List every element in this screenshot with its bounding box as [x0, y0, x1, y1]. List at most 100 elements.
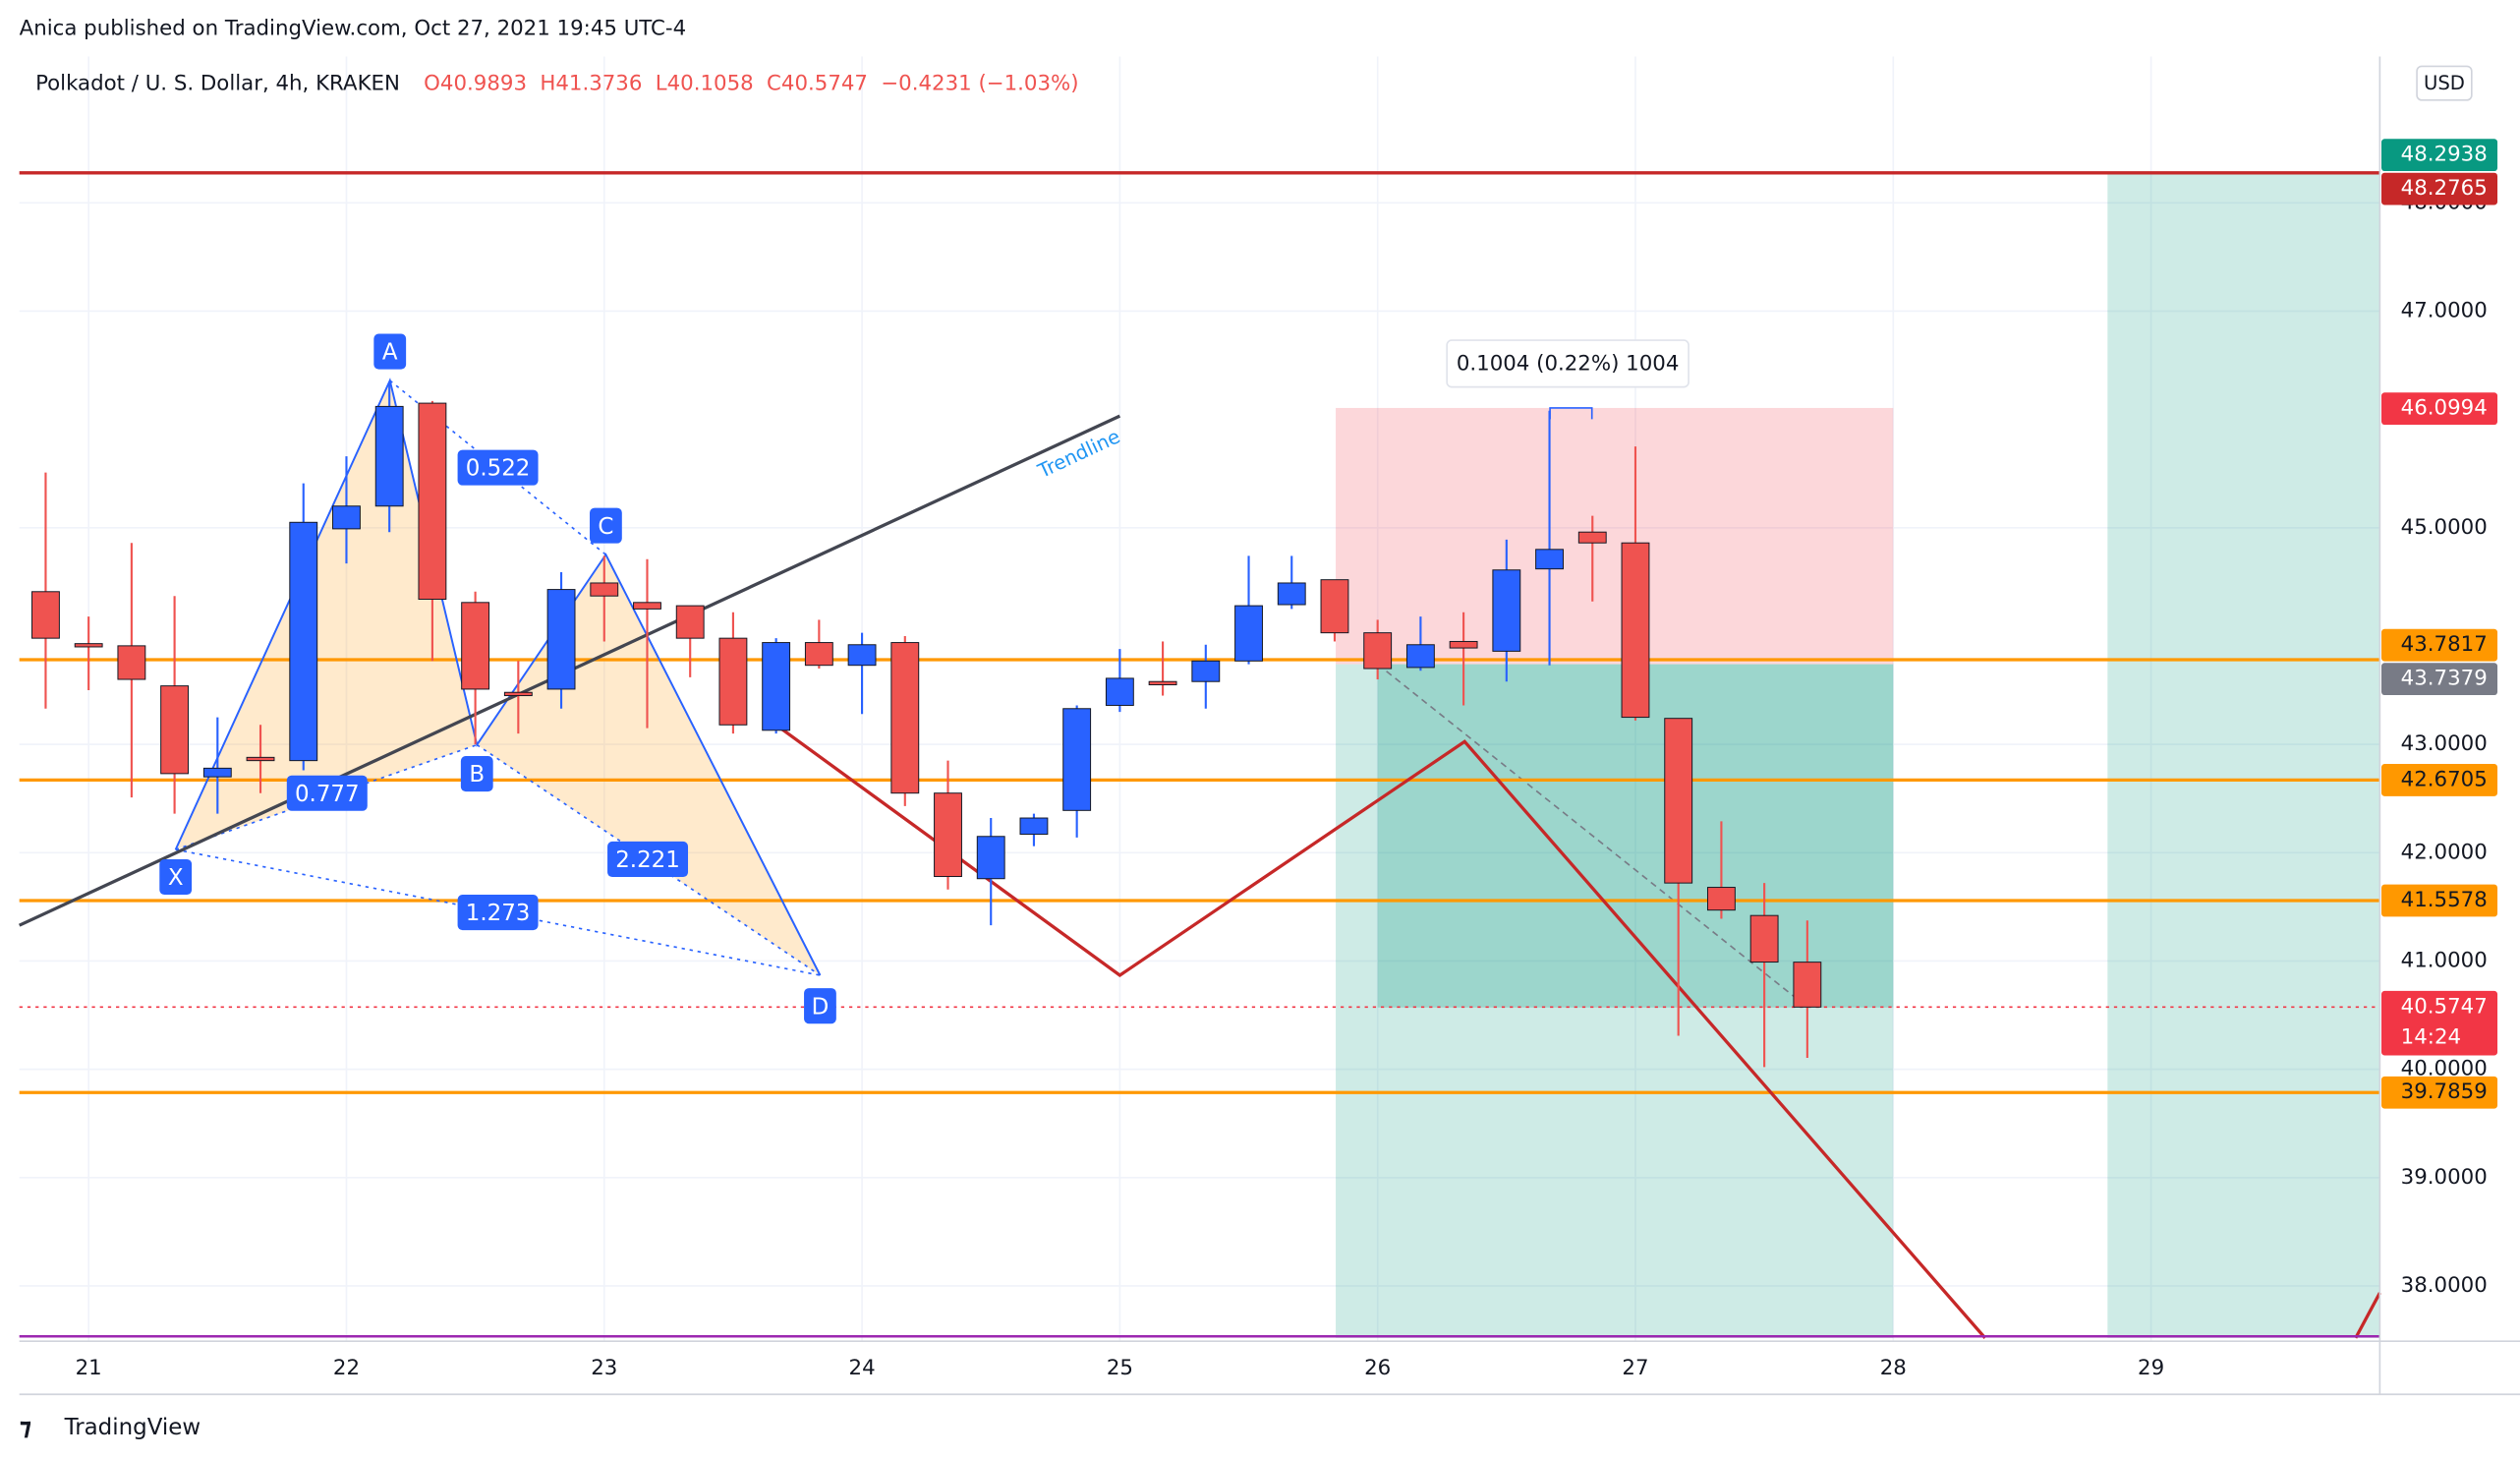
x-tick-label: 25 — [1107, 1356, 1133, 1380]
point-label: B — [469, 762, 485, 788]
candle-body — [1535, 549, 1564, 570]
candle-body — [374, 405, 404, 507]
candle-body — [1621, 542, 1650, 719]
candle-body — [847, 644, 877, 667]
price-label: 40.5747 — [2401, 994, 2488, 1019]
candle-body — [762, 642, 791, 731]
candle-body — [503, 691, 533, 697]
symbol: Polkadot / U. S. Dollar, 4h, KRAKEN — [35, 71, 400, 95]
ratio-label: 1.273 — [466, 901, 531, 926]
ratio-box — [607, 841, 689, 878]
x-tick-label: 24 — [849, 1356, 876, 1380]
candle-body — [675, 605, 705, 639]
ratio-box — [457, 449, 539, 486]
stop-zone — [1336, 407, 1894, 665]
price-label: 39.7859 — [2401, 1080, 2488, 1104]
candle-body — [1706, 887, 1736, 911]
candle-body — [1277, 582, 1306, 606]
candle-body — [289, 521, 318, 762]
x-tick-label: 22 — [333, 1356, 360, 1380]
high: H41.3736 — [540, 71, 642, 95]
measure-box — [1446, 339, 1690, 388]
ohlc: O40.9893 H41.3736 L40.1058 C40.5747 −0.4… — [424, 71, 1078, 95]
price-label: 41.5578 — [2401, 888, 2488, 912]
low: L40.1058 — [656, 71, 754, 95]
price-label: 43.7379 — [2401, 667, 2488, 691]
price-label-box — [2381, 628, 2498, 662]
x-tick-label: 29 — [2138, 1356, 2164, 1380]
price-labels: 48.2938 48.2765 46.0994 43.7817 43.7379 42.67… — [2381, 139, 2498, 1109]
candle-body — [461, 602, 490, 690]
measure-bracket — [1549, 407, 1593, 420]
price-label: 46.0994 — [2401, 396, 2488, 421]
candle-body — [31, 591, 60, 639]
candle-body — [1148, 680, 1177, 686]
price-label-box — [2381, 990, 2498, 1056]
price-label-box — [2381, 172, 2498, 205]
candle-body — [246, 756, 275, 762]
candle-body — [1793, 962, 1822, 1008]
price-label-box — [2381, 884, 2498, 917]
logo-mark: ⁊ — [20, 1413, 32, 1441]
price-label-box — [2381, 663, 2498, 696]
point-box — [373, 333, 407, 370]
candle-body — [1492, 569, 1521, 652]
candle-body — [332, 505, 361, 530]
ratio-box — [286, 775, 368, 811]
point-label: A — [382, 340, 398, 366]
change: −0.4231 (−1.03%) — [881, 71, 1078, 95]
price-label: 48.2938 — [2401, 143, 2488, 167]
point-box — [460, 756, 493, 792]
price-label-box — [2381, 1076, 2498, 1109]
point-label: D — [812, 994, 830, 1020]
candle-body — [74, 643, 103, 648]
candle-body — [117, 645, 146, 680]
y-tick-label: 45.0000 — [2401, 515, 2488, 540]
ratio-label: 0.522 — [466, 456, 531, 482]
zigzag — [2354, 1292, 2381, 1339]
publisher: Anica published on TradingView.com, Oct … — [20, 17, 686, 41]
candle-body — [1405, 644, 1435, 669]
point-box — [159, 858, 193, 896]
x-tick-label: 28 — [1880, 1356, 1907, 1380]
candle-body — [418, 402, 447, 600]
target-zone — [2107, 172, 2380, 1338]
countdown: 14:24 — [2401, 1024, 2461, 1049]
candle-body — [1062, 708, 1092, 811]
candle-body — [1019, 817, 1049, 836]
ratio-box — [457, 895, 539, 931]
candle-body — [590, 582, 619, 597]
x-tick-label: 23 — [591, 1356, 617, 1380]
y-tick-label: 39.0000 — [2401, 1165, 2488, 1190]
candle-body — [1320, 579, 1349, 634]
y-tick-label: 41.0000 — [2401, 948, 2488, 972]
candle-body — [633, 602, 661, 610]
point-label: X — [168, 865, 184, 891]
x-tick-label: 26 — [1364, 1356, 1391, 1380]
x-tick-label: 27 — [1622, 1356, 1648, 1380]
candles — [31, 383, 1822, 1068]
candle-body — [1105, 677, 1134, 706]
open: O40.9893 — [424, 71, 527, 95]
measure-text: 0.1004 (0.22%) 1004 — [1457, 352, 1680, 377]
price-label-box — [2381, 764, 2498, 796]
y-tick-label: 47.0000 — [2401, 298, 2488, 322]
point-label: C — [598, 514, 613, 540]
candle-body — [804, 642, 833, 667]
candle-body — [976, 836, 1005, 880]
price-label: 43.7817 — [2401, 632, 2488, 657]
price-label-box — [2381, 392, 2498, 426]
candle-body — [1191, 660, 1221, 682]
x-tick-label: 21 — [76, 1356, 102, 1380]
candle-body — [1664, 718, 1693, 884]
ratio-label: 2.221 — [615, 847, 680, 873]
currency[interactable]: USD — [2424, 72, 2465, 94]
candle-body — [1363, 632, 1393, 670]
close: C40.5747 — [767, 71, 868, 95]
price-levels — [19, 171, 2380, 1094]
candle-body — [160, 685, 190, 775]
candle-body — [546, 589, 576, 690]
currency-button[interactable] — [2416, 65, 2473, 101]
price-label: 48.2765 — [2401, 176, 2488, 201]
